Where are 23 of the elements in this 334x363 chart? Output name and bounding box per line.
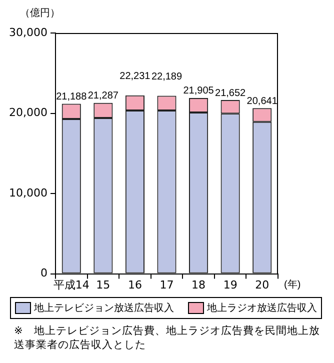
x-tick-label: 18 xyxy=(192,278,206,292)
total-label: 21,188 xyxy=(56,91,88,102)
legend-label: 地上ラジオ放送広告収入 xyxy=(207,302,317,315)
total-label: 21,287 xyxy=(88,90,119,102)
total-label: 22,231 xyxy=(120,71,151,82)
x-axis-title: (年) xyxy=(284,278,301,291)
x-tick-label: 19 xyxy=(223,278,238,292)
y-tick-label: 10,000 xyxy=(8,186,48,200)
x-tick-label: 15 xyxy=(96,278,110,292)
y-tick-label: 0 xyxy=(40,266,48,280)
x-tick-label: 20 xyxy=(255,278,270,292)
y-tick-label: 20,000 xyxy=(8,106,48,120)
x-tick-label: 17 xyxy=(160,278,174,292)
text: ※ 地上テレビジョン広告費、地上ラジオ広告費を民間地上放送事業者の広告収入とした xyxy=(14,324,321,352)
total-label: 22,189 xyxy=(151,71,182,82)
total-label: 21,905 xyxy=(183,86,214,97)
total-label: 20,641 xyxy=(246,96,278,107)
total-label: 21,652 xyxy=(215,88,246,99)
y-tick-label: 30,000 xyxy=(8,26,48,39)
x-tick-label: 16 xyxy=(128,278,142,292)
y-axis-title: （億円） xyxy=(20,6,60,19)
legend-label: 地上テレビジョン放送広告収入 xyxy=(34,302,174,315)
x-tick-label: 平成14 xyxy=(53,278,90,292)
